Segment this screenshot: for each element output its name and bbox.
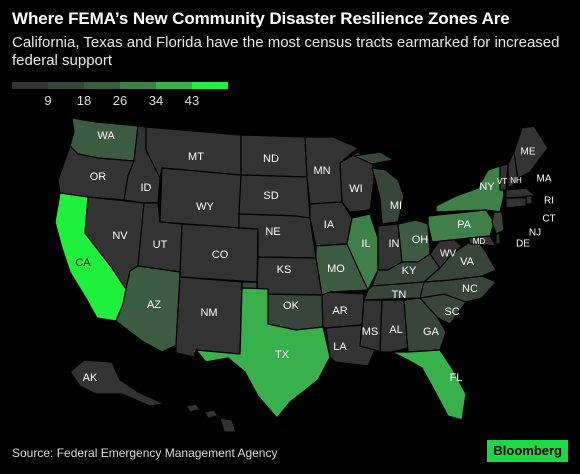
state-label-in: IN [389, 238, 400, 250]
state-ak [69, 359, 165, 407]
state-label-ks: KS [277, 264, 292, 276]
state-label-wa: WA [97, 130, 115, 142]
state-label-nc: NC [462, 283, 478, 295]
legend-tick: 43 [184, 93, 200, 108]
state-wi [339, 151, 375, 213]
legend-swatch-4 [156, 82, 192, 89]
state-fl [391, 349, 467, 421]
state-label-la: LA [333, 341, 347, 353]
state-label-ky: KY [402, 265, 417, 277]
state-label-sc: SC [444, 306, 459, 318]
state-label-ar: AR [332, 305, 347, 317]
state-label-ct: CT [542, 214, 555, 225]
state-label-al: AL [389, 324, 402, 336]
state-label-mi: MI [390, 200, 402, 212]
state-hi [185, 403, 237, 433]
bloomberg-logo: Bloomberg [487, 440, 568, 462]
state-label-nd: ND [263, 153, 279, 165]
state-label-oh: OH [412, 234, 429, 246]
legend-swatch-3 [120, 82, 156, 89]
state-al [379, 299, 409, 353]
legend-color-bar [12, 82, 228, 89]
state-label-pa: PA [457, 219, 472, 231]
state-label-ak: AK [83, 372, 98, 384]
legend-tick: 9 [44, 93, 52, 108]
state-label-ga: GA [423, 326, 440, 338]
state-label-va: VA [460, 256, 475, 268]
legend-ticks: 9 18 26 34 43 [12, 93, 228, 109]
state-ct [505, 197, 527, 209]
state-wy [159, 167, 242, 229]
state-label-mt: MT [188, 151, 204, 163]
state-label-az: AZ [147, 299, 161, 311]
state-label-or: OR [90, 171, 107, 183]
state-va [423, 237, 497, 283]
state-label-wv: WV [440, 249, 456, 260]
state-label-fl: FL [450, 372, 463, 384]
state-label-nj: NJ [529, 228, 541, 239]
state-label-ca: CA [75, 257, 91, 269]
state-label-mo: MO [327, 263, 345, 275]
state-nj [491, 211, 505, 235]
state-label-wy: WY [196, 201, 214, 213]
state-label-ri: RI [544, 196, 554, 207]
state-label-ny: NY [479, 181, 495, 193]
state-nh [507, 151, 519, 189]
legend-tick: 26 [112, 93, 128, 108]
state-label-ut: UT [153, 239, 168, 251]
state-me [513, 125, 549, 179]
state-label-nh: NH [510, 176, 522, 185]
state-label-ia: IA [324, 219, 335, 231]
state-label-sd: SD [263, 190, 278, 202]
state-md [467, 235, 497, 247]
state-label-id: ID [141, 182, 152, 194]
state-il [346, 213, 379, 291]
chart-title: Where FEMA’s New Community Disaster Resi… [12, 9, 510, 28]
state-label-tn: TN [392, 289, 407, 301]
state-label-ok: OK [283, 300, 300, 312]
state-tx [195, 287, 331, 419]
state-label-ms: MS [362, 326, 379, 338]
legend-tick: 18 [76, 93, 92, 108]
state-mi [353, 151, 405, 225]
legend-tick: 34 [148, 93, 164, 108]
state-label-il: IL [361, 238, 370, 250]
state-label-mn: MN [313, 165, 330, 177]
state-label-de: DE [516, 239, 530, 250]
state-de [495, 233, 501, 245]
legend-swatch-0 [12, 82, 48, 89]
state-label-wi: WI [349, 183, 362, 195]
state-label-me: ME [521, 147, 536, 158]
state-label-md: MD [473, 237, 486, 246]
state-label-ne: NE [265, 226, 280, 238]
state-label-vt: VT [497, 177, 507, 186]
state-label-ma: MA [537, 174, 552, 185]
legend-swatch-5 [192, 82, 228, 89]
state-ri [525, 195, 533, 205]
source-note: Source: Federal Emergency Management Age… [12, 446, 278, 460]
state-label-nm: NM [200, 307, 217, 319]
legend-swatch-1 [48, 82, 84, 89]
legend-swatch-2 [84, 82, 120, 89]
legend: 9 18 26 34 43 [12, 82, 228, 109]
state-label-tx: TX [275, 349, 290, 361]
chart-subtitle: California, Texas and Florida have the m… [12, 34, 560, 69]
state-label-nv: NV [112, 230, 128, 242]
state-label-co: CO [212, 249, 229, 261]
